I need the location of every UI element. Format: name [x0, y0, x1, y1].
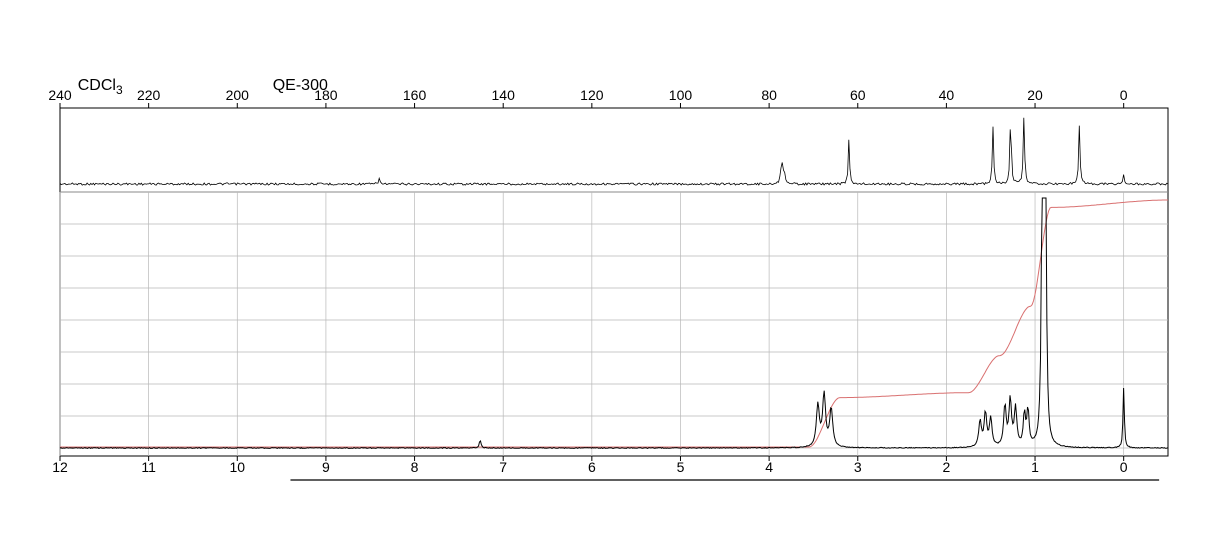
tick-top-label: 100 — [669, 87, 693, 103]
plot-frame — [60, 108, 1168, 456]
tick-bottom-label: 6 — [588, 459, 596, 475]
instrument-label: QE-300 — [273, 77, 328, 94]
tick-bottom-label: 7 — [499, 459, 507, 475]
nmr-svg: 0204060801001201401601802002202400123456… — [0, 0, 1224, 528]
tick-top-label: 220 — [137, 87, 161, 103]
tick-bottom-label: 12 — [52, 459, 68, 475]
tick-bottom-label: 0 — [1120, 459, 1128, 475]
tick-top-label: 140 — [492, 87, 516, 103]
tick-top-label: 20 — [1027, 87, 1043, 103]
tick-top-label: 240 — [48, 87, 72, 103]
tick-bottom-label: 10 — [229, 459, 245, 475]
nmr-figure: 0204060801001201401601802002202400123456… — [0, 0, 1224, 528]
tick-top-label: 0 — [1120, 87, 1128, 103]
tick-bottom-label: 9 — [322, 459, 330, 475]
tick-bottom-label: 3 — [854, 459, 862, 475]
tick-bottom-label: 4 — [765, 459, 773, 475]
tick-top-label: 160 — [403, 87, 427, 103]
tick-top-label: 120 — [580, 87, 604, 103]
tick-top-label: 200 — [226, 87, 250, 103]
tick-bottom-label: 2 — [943, 459, 951, 475]
integral-trace — [60, 200, 1168, 447]
tick-bottom-label: 8 — [411, 459, 419, 475]
c13-trace — [60, 118, 1168, 185]
h1-trace — [60, 198, 1168, 448]
tick-top-label: 40 — [939, 87, 955, 103]
solvent-label: CDCl3 — [78, 77, 123, 97]
tick-bottom-label: 11 — [141, 459, 156, 475]
tick-bottom-label: 5 — [677, 459, 685, 475]
tick-top-label: 60 — [850, 87, 866, 103]
tick-top-label: 80 — [761, 87, 777, 103]
tick-bottom-label: 1 — [1031, 459, 1039, 475]
